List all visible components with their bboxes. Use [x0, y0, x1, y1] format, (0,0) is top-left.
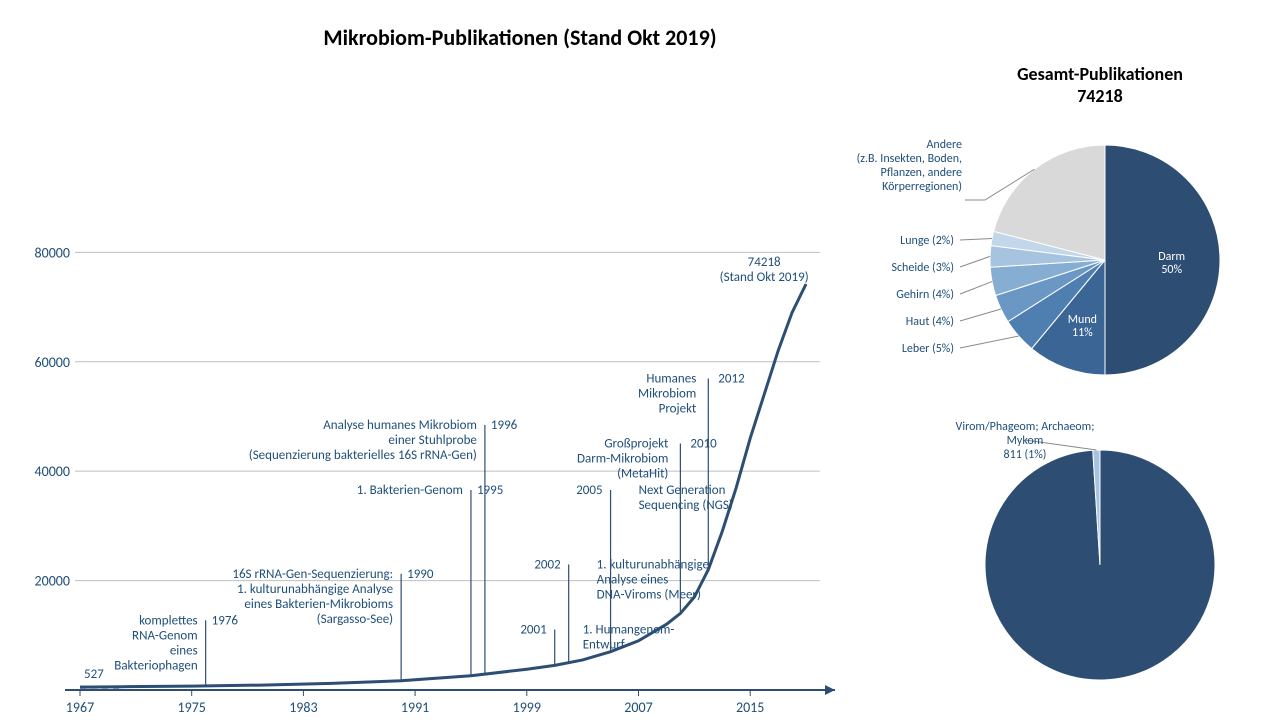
- milestone-label: HumanesMikrobiomProjekt: [638, 371, 697, 416]
- milestone-year: 2012: [718, 371, 745, 386]
- svg-text:60000: 60000: [35, 354, 70, 371]
- end-value: 74218(Stand Okt 2019): [720, 255, 809, 285]
- milestone-year: 1990: [407, 567, 434, 582]
- pie-header-total: 74218: [1077, 85, 1123, 107]
- milestone-label: 16S rRNA-Gen-Sequenzierung:1. kulturunab…: [232, 567, 393, 627]
- svg-text:1983: 1983: [289, 699, 317, 716]
- pie-chart-categories: Darm50% Mund11% Leber (5%) Haut (4%) Gehirn …: [857, 138, 1220, 375]
- pie-header-title: Gesamt-Publikationen: [1017, 63, 1183, 85]
- pie-slice-label: Andere(z.B. Insekten, Boden,Pflanzen, an…: [857, 138, 962, 194]
- milestone-year: 1976: [212, 613, 239, 628]
- pie-slice-label: Mund11%: [1068, 313, 1097, 340]
- milestone-label: 1. Humangenom-Entwurf: [583, 623, 675, 653]
- svg-text:1999: 1999: [513, 699, 541, 716]
- milestone-label: 1. kulturunabhängigeAnalyse einesDNA-Vir…: [597, 557, 709, 602]
- pie-slice-label: Leber (5%): [902, 342, 954, 356]
- svg-text:1975: 1975: [178, 699, 206, 716]
- pie-slice-label: Lunge (2%): [900, 234, 954, 248]
- milestone-label: komplettesRNA-GenomeinesBakteriophagen: [114, 613, 198, 673]
- pie-slice-label: Haut (4%): [906, 315, 954, 329]
- pie-chart-virome: Virom/Phageom; Archaeom;Mykom811 (1%): [956, 420, 1215, 680]
- milestone-label: Analyse humanes Mikrobiomeiner Stuhlprob…: [249, 418, 477, 463]
- pie-slice-label: Darm50%: [1158, 250, 1185, 277]
- milestone-label: GroßprojektDarm-Mikrobiom(MetaHit): [577, 437, 669, 482]
- svg-text:40000: 40000: [35, 463, 70, 480]
- svg-text:20000: 20000: [35, 573, 70, 590]
- pie-slice-label: Gehirn (4%): [896, 288, 954, 302]
- svg-text:80000: 80000: [35, 244, 70, 261]
- milestone-year: 2005: [576, 483, 602, 498]
- start-value: 527: [84, 667, 104, 682]
- milestone-year: 2002: [534, 557, 561, 572]
- x-axis: 1967 1975 1983 1991 1999 2007 2015: [65, 685, 835, 716]
- svg-text:1967: 1967: [66, 699, 94, 716]
- milestone-year: 1996: [491, 418, 518, 433]
- milestone-year: 2010: [690, 437, 717, 452]
- milestone-label: Next GenerationSequencing (NGS): [639, 483, 733, 513]
- milestone-label: 1. Bakterien-Genom: [357, 483, 463, 498]
- svg-text:2007: 2007: [624, 699, 652, 716]
- svg-text:1991: 1991: [401, 699, 429, 716]
- milestone-year: 1995: [477, 483, 503, 498]
- chart-title: Mikrobiom-Publikationen (Stand Okt 2019): [323, 24, 716, 51]
- milestone-year: 2001: [520, 623, 546, 638]
- svg-text:2015: 2015: [736, 699, 764, 716]
- pie-slice-label: Scheide (3%): [891, 261, 954, 275]
